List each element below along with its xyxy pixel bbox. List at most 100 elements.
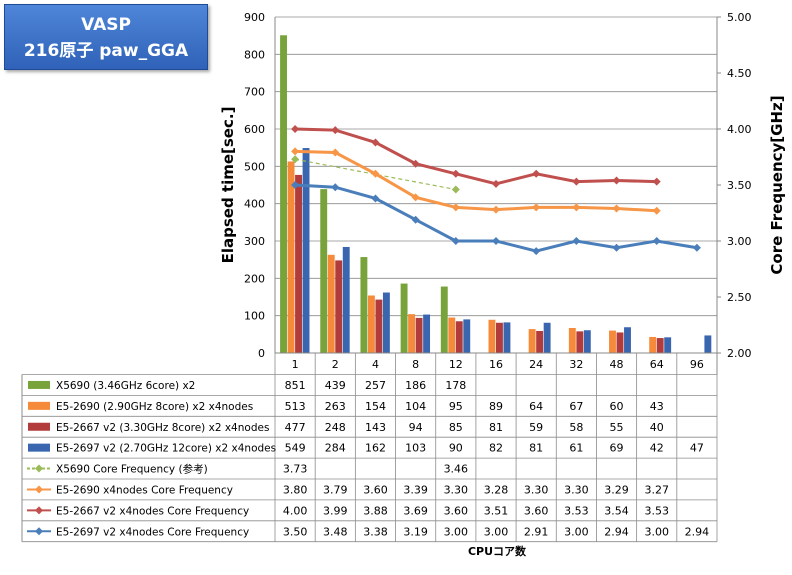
bar — [616, 332, 624, 353]
x-axis-title: CPUコア数 — [468, 544, 527, 558]
data-label: 477 — [285, 421, 306, 434]
y2-tick-label: 2.50 — [727, 291, 752, 304]
bar — [360, 257, 368, 353]
data-label: 2.94 — [604, 525, 629, 538]
bar — [455, 321, 463, 353]
bar — [327, 254, 335, 353]
data-label: 3.48 — [323, 525, 348, 538]
series-marker — [692, 243, 701, 252]
data-label: 178 — [445, 379, 466, 392]
data-label: 95 — [449, 400, 463, 413]
series-marker — [451, 185, 460, 194]
bar — [704, 335, 712, 353]
data-label: 40 — [650, 421, 664, 434]
data-label: 2.91 — [524, 525, 549, 538]
series-marker — [371, 194, 380, 203]
data-label: 3.69 — [403, 504, 428, 517]
bar — [463, 319, 471, 353]
data-label: 3.60 — [363, 483, 388, 496]
series-marker — [612, 176, 621, 185]
bar — [423, 314, 431, 353]
data-label: 3.60 — [444, 504, 469, 517]
bar — [536, 330, 544, 353]
series-marker — [451, 169, 460, 178]
series-marker — [411, 193, 420, 202]
series-marker — [291, 147, 300, 156]
series-marker — [612, 243, 621, 252]
data-label: 81 — [529, 442, 543, 455]
y-tick-label: 300 — [244, 235, 265, 248]
data-label: 85 — [449, 421, 463, 434]
data-label: 263 — [325, 400, 346, 413]
data-label: 3.53 — [564, 504, 589, 517]
legend-key-marker — [35, 485, 43, 494]
data-label: 513 — [285, 400, 306, 413]
data-label: 3.51 — [484, 504, 509, 517]
series-marker — [612, 204, 621, 213]
y2-tick-label: 4.50 — [727, 67, 752, 80]
x-tick-label: 2 — [332, 358, 339, 371]
x-tick-label: 1 — [292, 358, 299, 371]
chart-title-line1: VASP — [81, 15, 131, 35]
bar — [295, 174, 302, 353]
legend-key-swatch — [28, 380, 50, 389]
legend-label: E5-2697 v2 (2.70GHz 12core) x2 x4nodes — [56, 443, 276, 455]
series-marker — [411, 215, 420, 224]
series-marker — [291, 181, 300, 189]
bar — [609, 330, 616, 353]
data-label: 3.30 — [524, 483, 549, 496]
series-marker — [331, 183, 340, 192]
legend-key-marker — [35, 506, 43, 515]
y2-tick-label: 2.00 — [727, 347, 752, 360]
axes: 0 100 200 300 400 500 600 700 800 900 2.00 2.50 3.00… — [244, 11, 752, 360]
y-axis-title: Elapsed time[sec.] — [219, 107, 237, 264]
y-tick-label: 500 — [244, 160, 265, 173]
data-label: 3.53 — [644, 504, 669, 517]
data-label: 47 — [690, 442, 704, 455]
series-marker — [572, 177, 581, 186]
data-label: 549 — [285, 442, 306, 455]
x-tick-label: 32 — [569, 358, 583, 371]
data-label: 3.54 — [604, 504, 629, 517]
data-label: 3.19 — [403, 525, 428, 538]
series-marker — [492, 237, 500, 245]
legend-label: E5-2697 v2 x4nodes Core Frequency — [56, 526, 249, 538]
y-tick-label: 0 — [258, 347, 265, 360]
x-tick-label: 24 — [529, 358, 543, 371]
data-label: 82 — [489, 442, 503, 455]
data-label: 3.46 — [444, 463, 469, 476]
bar — [415, 317, 423, 353]
data-label: 43 — [650, 400, 664, 413]
bar — [649, 336, 657, 353]
x-tick-label: 96 — [690, 358, 704, 371]
data-label: 64 — [529, 400, 543, 413]
data-label: 58 — [569, 421, 583, 434]
line-layer — [291, 125, 701, 256]
legend-label: E5-2667 v2 x4nodes Core Frequency — [56, 505, 249, 517]
data-label: 3.88 — [363, 504, 388, 517]
data-label: 59 — [529, 421, 543, 434]
y2-tick-label: 3.00 — [727, 235, 752, 248]
chart-title-line2: 216原子 paw_GGA — [23, 41, 189, 61]
bar — [335, 260, 343, 353]
data-label: 3.79 — [323, 483, 348, 496]
legend-key-marker — [35, 464, 43, 473]
data-label: 3.99 — [323, 504, 348, 517]
bar — [576, 331, 584, 353]
y-tick-label: 600 — [244, 123, 265, 136]
series-marker — [451, 237, 460, 245]
bar — [496, 322, 503, 353]
data-label: 67 — [569, 400, 583, 413]
x-tick-label: 12 — [449, 358, 463, 371]
series-marker — [411, 159, 420, 168]
bar — [382, 292, 390, 353]
bar — [367, 295, 375, 353]
legend-label: E5-2667 v2 (3.30GHz 8core) x2 x4nodes — [56, 422, 269, 434]
bar — [543, 322, 551, 353]
series-marker — [291, 155, 300, 164]
data-label: 3.73 — [283, 463, 308, 476]
bar — [528, 329, 536, 353]
series-marker — [331, 126, 340, 135]
data-label: 3.27 — [644, 483, 669, 496]
